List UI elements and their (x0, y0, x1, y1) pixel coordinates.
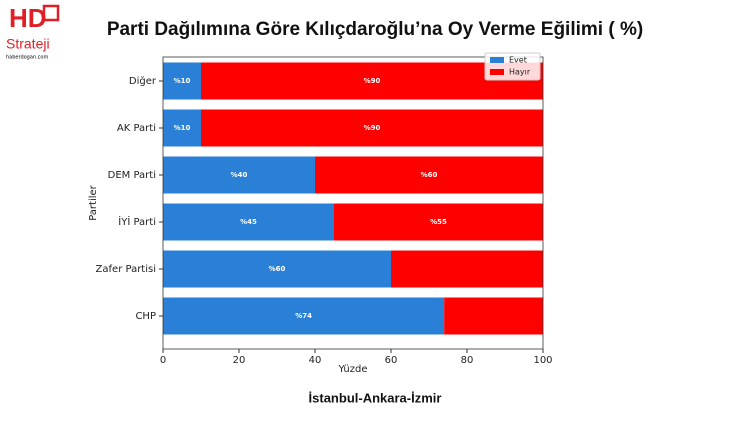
bar (163, 203, 334, 241)
legend-label: Hayır (509, 68, 531, 77)
value-label: %74 (295, 312, 312, 320)
x-tick-label: 40 (309, 355, 322, 366)
logo-name: Strateji (6, 36, 50, 52)
plot-frame (162, 56, 544, 350)
value-label: %10 (174, 77, 191, 85)
x-tick-label: 60 (385, 355, 398, 366)
value-label: %45 (240, 218, 257, 226)
chart-subtitle: İstanbul-Ankara-İzmir (309, 390, 442, 405)
x-tick-label: 0 (160, 355, 166, 366)
y-tick-label: Diğer (129, 75, 157, 87)
y-tick-label: İYİ Parti (118, 215, 156, 228)
bar (334, 203, 543, 241)
legend-label: Evet (509, 56, 527, 65)
value-label: %55 (430, 218, 447, 226)
value-label: %90 (364, 124, 381, 132)
x-axis-label: Yüzde (337, 364, 367, 375)
legend-swatch (490, 69, 504, 75)
value-label: %10 (174, 124, 191, 132)
y-tick-label: CHP (135, 311, 156, 322)
bar (163, 109, 201, 147)
y-tick-label: AK Parti (117, 123, 156, 134)
y-tick-label: DEM Parti (108, 170, 156, 181)
logo-icon (42, 4, 60, 22)
logo-site: haberdogan.com (6, 55, 48, 61)
value-label: %60 (269, 265, 286, 273)
chart-title: Parti Dağılımına Göre Kılıçdaroğlu’na Oy… (107, 19, 643, 40)
y-tick-label: Zafer Partisi (96, 264, 156, 275)
value-label: %40 (231, 171, 248, 179)
bar (201, 109, 543, 147)
x-tick-label: 100 (533, 355, 552, 366)
bar (444, 297, 543, 335)
bar (163, 156, 315, 194)
legend-swatch (490, 57, 504, 63)
bar (391, 250, 543, 288)
bar (315, 156, 543, 194)
x-tick-label: 20 (233, 355, 246, 366)
value-label: %90 (364, 77, 381, 85)
y-axis-label: Partiler (88, 184, 99, 220)
value-label: %60 (421, 171, 438, 179)
x-tick-label: 80 (461, 355, 474, 366)
bar (163, 62, 201, 100)
bar (163, 250, 391, 288)
bar (163, 297, 445, 335)
logo-mark: HD (9, 3, 47, 33)
